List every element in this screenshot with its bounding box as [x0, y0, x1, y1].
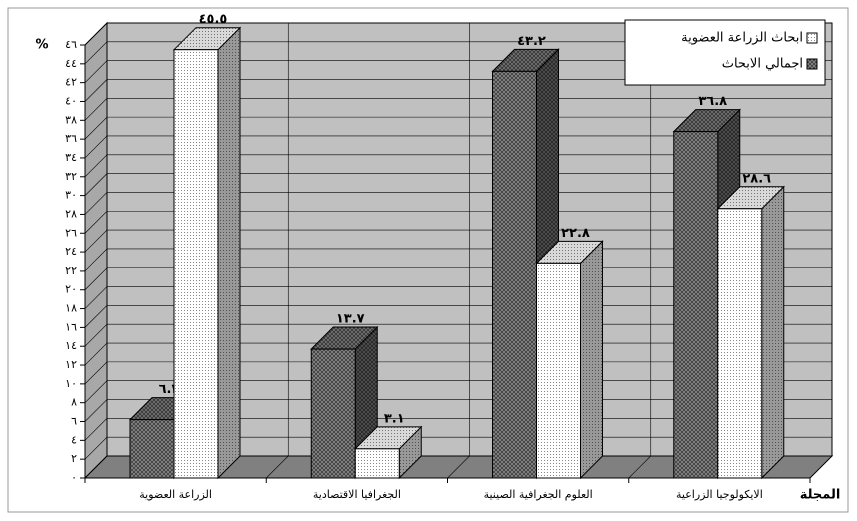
y-axis-label: % [35, 38, 48, 53]
y-tick-label: ١٦ [65, 320, 77, 333]
grid-line [84, 135, 832, 159]
data-label: ٢٢.٨ [561, 226, 590, 241]
data-label: ٤٥.٥ [199, 12, 228, 27]
legend-label: اجمالي الابحاث [722, 57, 803, 72]
bar [354, 448, 400, 479]
grid-line [84, 116, 832, 140]
y-tick-label: ٢٢ [65, 264, 77, 277]
band-divider [266, 23, 289, 479]
grid-line [84, 41, 832, 65]
bar [492, 70, 537, 479]
legend-swatch [806, 58, 818, 70]
grid-line [84, 79, 832, 102]
grid-line [84, 22, 832, 46]
y-tick-label: ٣٨ [65, 113, 77, 126]
y-tick-label: ٨ [71, 396, 77, 409]
legend-swatch [806, 32, 818, 44]
y-tick-label: ١٨ [65, 302, 77, 315]
bar-side [580, 240, 603, 480]
band-divider [628, 23, 652, 479]
y-tick-label: ٢ [71, 452, 77, 465]
bar [310, 348, 356, 479]
legend-label: ابحاث الزراعة العضوية [681, 31, 803, 46]
y-tick-label: ٣٦ [65, 132, 77, 145]
x-axis-label: المجلة [800, 488, 841, 503]
data-label: ٢٨.٦ [742, 171, 771, 186]
bar [173, 49, 219, 479]
data-label: ٣.١ [384, 411, 405, 426]
y-tick-label: ٣٢ [65, 170, 77, 183]
grid-line [84, 210, 832, 234]
bar [717, 208, 763, 479]
y-tick-label: ٤٠ [65, 94, 77, 107]
data-label: ٣٦.٨ [698, 94, 727, 109]
grid-line [84, 192, 832, 215]
bar-side [217, 26, 241, 480]
x-tick-label: الجغرافيا الاقتصادية [313, 488, 401, 501]
y-tick-label: ١٤ [65, 339, 77, 352]
legend [624, 19, 826, 86]
y-tick-label: ٣٠ [65, 189, 77, 202]
x-tick-label: الزراعة العضوية [139, 488, 212, 501]
data-label: ١٣.٧ [336, 312, 365, 327]
y-tick-label: ٠ [71, 471, 77, 484]
y-tick-label: ٢٤ [65, 245, 77, 258]
y-tick-label: ٤ [71, 433, 77, 446]
grid-line [84, 60, 832, 83]
side-wall [84, 21, 108, 480]
x-tick-label: العلوم الجغرافية الصينية [484, 488, 593, 501]
grid-line [84, 154, 832, 177]
band-divider [447, 23, 470, 479]
y-tick-label: ٣٤ [65, 151, 77, 164]
y-tick-label: ٢٨ [65, 207, 77, 220]
grid-line [84, 173, 832, 196]
data-label: ٤٣.٢ [517, 34, 546, 49]
bar-side [761, 185, 785, 480]
y-tick-label: ١٢ [65, 358, 77, 371]
grid-line [84, 229, 832, 253]
y-tick-label: ٦ [71, 415, 77, 428]
y-tick-label: ٤٦ [65, 38, 77, 51]
x-tick-label: الايكولوجيا الزراعية [676, 488, 763, 501]
y-tick-label: ٤٢ [65, 76, 77, 89]
grid-line [84, 98, 832, 121]
y-tick-label: ٢٦ [65, 226, 77, 239]
bar [673, 131, 719, 479]
bar [129, 419, 175, 479]
y-tick-label: ١٠ [65, 377, 77, 390]
bar [536, 262, 581, 479]
y-tick-label: ٢٠ [65, 283, 77, 296]
y-tick-label: ٤٤ [65, 57, 77, 70]
